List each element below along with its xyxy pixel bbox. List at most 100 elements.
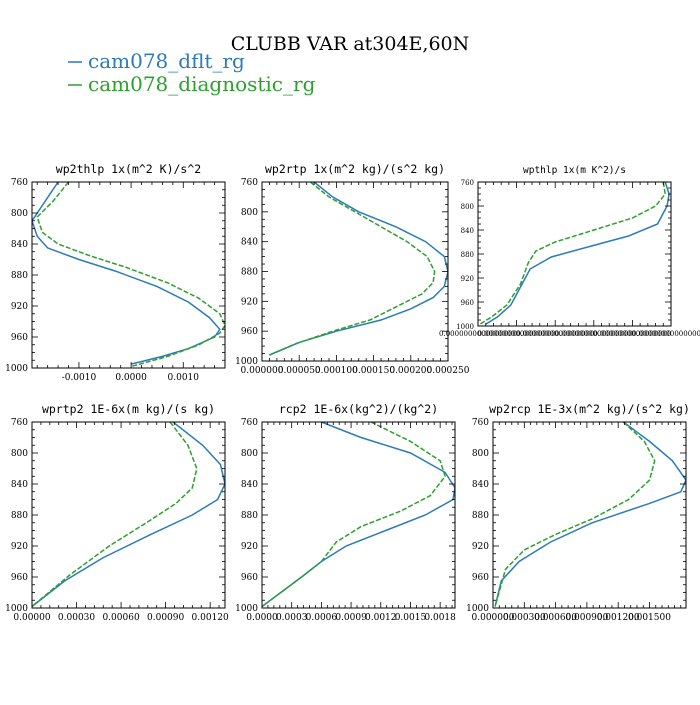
x-tick-label: 0.0000000000000000 <box>439 330 517 338</box>
x-tick-label: 0.0006 <box>306 613 338 623</box>
y-tick-label: 920 <box>241 297 258 307</box>
x-tick-label: 0.0000 <box>246 613 278 623</box>
x-tick-label: 0.0000 <box>115 373 147 383</box>
x-tick-label: 0.00090 <box>147 613 184 623</box>
y-tick-label: 960 <box>241 573 258 583</box>
x-tick-label: 0.000150 <box>352 366 395 376</box>
y-tick-label: 960 <box>241 327 258 337</box>
x-tick-label: 0.0000000000000000 <box>478 330 556 338</box>
legend-label: cam078_dflt_rg <box>88 49 245 73</box>
y-tick-label: 880 <box>11 271 28 281</box>
y-tick-label: 800 <box>11 449 28 459</box>
y-tick-label: 880 <box>461 251 474 259</box>
series-line <box>36 182 225 368</box>
x-tick-label: 0.0015 <box>395 613 427 623</box>
x-tick-label: 0.0018 <box>424 613 456 623</box>
x-tick-label: 0.000300 <box>503 613 546 623</box>
y-tick-label: 1000 <box>456 323 474 331</box>
y-tick-label: 760 <box>241 418 258 428</box>
legend-label: cam078_diagnostic_rg <box>88 72 316 96</box>
series-line <box>262 422 446 608</box>
chart-panel: rcp2 1E-6x(kg^2)/(kg^2) 760 800 840 880 920 96… <box>235 402 456 623</box>
y-tick-label: 920 <box>11 302 28 312</box>
y-tick-label: 880 <box>11 511 28 521</box>
y-tick-label: 760 <box>11 178 28 188</box>
y-tick-label: 840 <box>472 480 489 490</box>
y-tick-label: 800 <box>472 449 489 459</box>
y-tick-label: 1000 <box>5 364 28 374</box>
chart-panel: wprtp2 1E-6x(m kg)/(s kg) 760 800 840 880 920… <box>5 402 229 623</box>
y-tick-label: 1000 <box>235 357 258 367</box>
x-tick-label: 0.00120 <box>192 613 229 623</box>
x-tick-label: 0.000900 <box>565 613 608 623</box>
y-tick-label: 920 <box>472 542 489 552</box>
x-tick-label: 0.000100 <box>315 366 358 376</box>
series-line <box>32 422 198 608</box>
panel-title: wprtp2 1E-6x(m kg)/(s kg) <box>42 402 215 416</box>
panel-title: wp2rcp 1E-3x(m^2 kg)/(s^2 kg) <box>489 402 690 416</box>
y-tick-label: 960 <box>472 573 489 583</box>
y-tick-label: 800 <box>11 209 28 219</box>
y-tick-label: 880 <box>241 268 258 278</box>
y-tick-label: 960 <box>461 299 474 307</box>
y-tick-label: 760 <box>472 418 489 428</box>
x-tick-label: 0.001200 <box>597 613 640 623</box>
series-line <box>494 422 656 607</box>
plot-frame <box>477 181 672 327</box>
series-line <box>479 182 666 325</box>
panels: wp2thlp 1x(m^2 K)/s^2 760 800 840 880 920 960 1… <box>5 162 700 623</box>
series-line <box>269 182 436 356</box>
y-tick-label: 1000 <box>466 604 489 614</box>
x-tick-label: 0.000000 <box>472 613 515 623</box>
series-line <box>32 422 225 608</box>
y-tick-label: 840 <box>11 240 28 250</box>
x-tick-label: 0.000600 <box>534 613 577 623</box>
y-tick-label: 840 <box>461 227 474 235</box>
x-tick-label: 0.00000 <box>13 613 50 623</box>
y-tick-label: 760 <box>461 179 474 187</box>
x-tick-label: -0.0010 <box>62 373 97 383</box>
y-tick-label: 880 <box>472 511 489 521</box>
series-line <box>262 422 455 608</box>
y-tick-label: 800 <box>241 449 258 459</box>
series-line <box>494 422 686 607</box>
chart-panel: wp2rcp 1E-3x(m^2 kg)/(s^2 kg)760 800 840 88… <box>466 402 690 623</box>
series-line <box>485 182 670 325</box>
chart-panel: wp2rtp 1x(m^2 kg)/(s^2 kg) 760 800 840 880 92… <box>235 162 470 376</box>
y-tick-label: 960 <box>11 573 28 583</box>
y-tick-label: 1000 <box>5 604 28 614</box>
x-tick-label: 0.000000 <box>241 366 284 376</box>
y-tick-label: 840 <box>11 480 28 490</box>
y-tick-label: 1000 <box>235 604 258 614</box>
x-tick-label: 0.001500 <box>628 613 671 623</box>
y-tick-label: 920 <box>241 542 258 552</box>
y-tick-label: 800 <box>241 208 258 218</box>
y-tick-label: 800 <box>461 203 474 211</box>
x-tick-label: 0.00060 <box>102 613 139 623</box>
y-tick-label: 760 <box>241 178 258 188</box>
y-tick-label: 840 <box>241 238 258 248</box>
y-tick-label: 960 <box>11 333 28 343</box>
x-tick-label: 0.000200 <box>389 366 432 376</box>
y-tick-label: 760 <box>11 418 28 428</box>
y-tick-label: 920 <box>11 542 28 552</box>
x-tick-label: 0.0003 <box>276 613 308 623</box>
x-tick-label: 0.0000000000000000 <box>555 330 633 338</box>
x-tick-label: 0.000250 <box>427 366 470 376</box>
panel-title: rcp2 1E-6x(kg^2)/(kg^2) <box>279 402 438 416</box>
x-tick-label: 0.0010 <box>168 373 200 383</box>
x-tick-label: 0.0012 <box>365 613 397 623</box>
panel-title: wp2rtp 1x(m^2 kg)/(s^2 kg) <box>265 162 445 176</box>
x-tick-label: 0.0000000000000000 <box>632 330 700 338</box>
series-line <box>269 182 448 356</box>
y-tick-label: 840 <box>241 480 258 490</box>
chart-panel: wp2thlp 1x(m^2 K)/s^2 760 800 840 880 920 960 1… <box>5 162 226 383</box>
series-line <box>32 182 221 365</box>
panel-title: wpthlp 1x(m K^2)/s <box>523 165 626 176</box>
chart-panel: wpthlp 1x(m K^2)/s 760 800 840 880 920 960 1000… <box>439 165 700 338</box>
x-tick-label: 0.00030 <box>58 613 95 623</box>
x-tick-label: 0.0000000000000000 <box>593 330 671 338</box>
